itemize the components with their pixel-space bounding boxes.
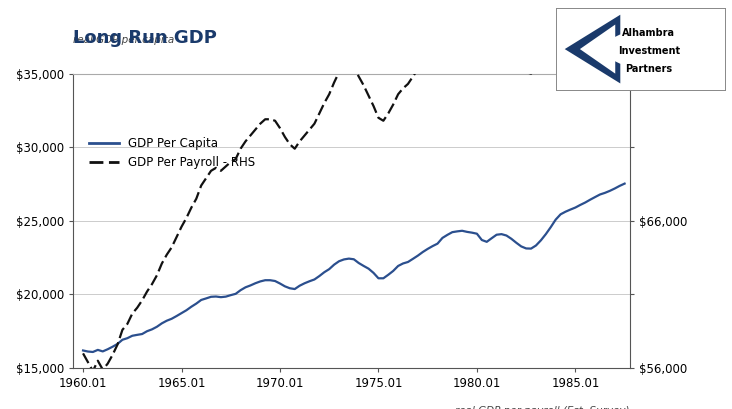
Text: Alhambra: Alhambra — [622, 28, 676, 38]
Text: real GDP per payroll (Est. Survey): real GDP per payroll (Est. Survey) — [455, 407, 630, 409]
Text: Long Run GDP: Long Run GDP — [73, 29, 217, 47]
Legend: GDP Per Capita, GDP Per Payroll - RHS: GDP Per Capita, GDP Per Payroll - RHS — [85, 133, 260, 174]
Polygon shape — [565, 15, 620, 83]
Text: Investment: Investment — [618, 46, 680, 56]
Text: real GDP per capita: real GDP per capita — [73, 35, 174, 45]
Text: Partners: Partners — [625, 64, 673, 74]
Polygon shape — [580, 25, 615, 74]
